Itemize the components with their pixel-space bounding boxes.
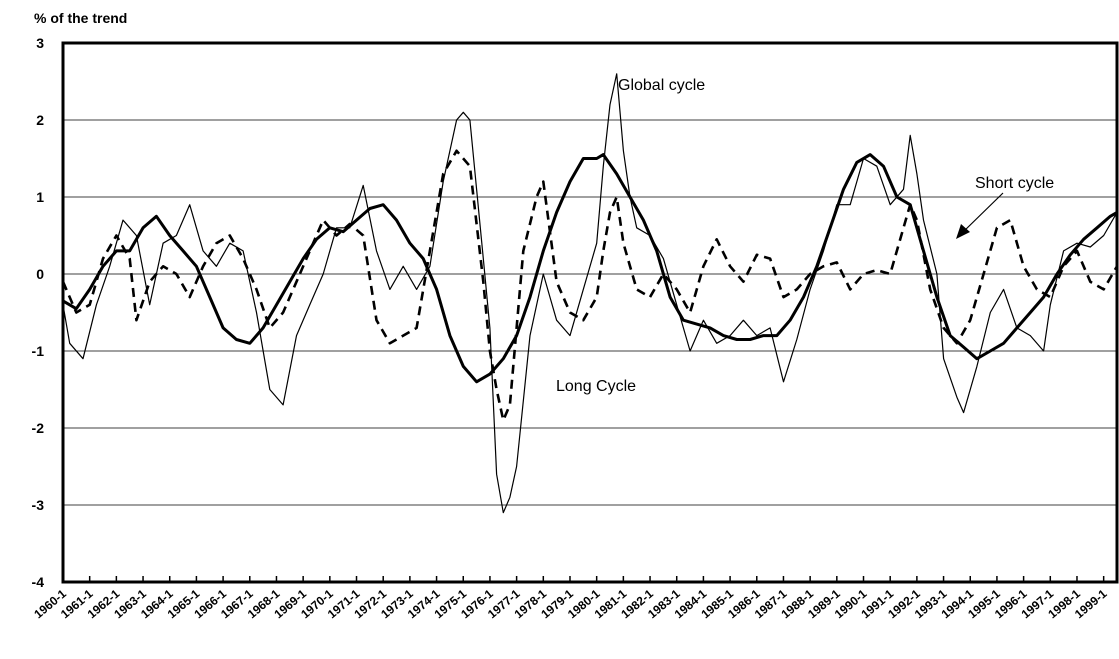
y-tick-label: 0 [36,266,44,282]
short-cycle-line [61,149,1119,422]
y-tick-label: -3 [32,497,45,513]
y-tick-label: -1 [32,343,45,359]
y-tick-label: -4 [32,574,45,590]
annotation-arrow [961,192,1004,234]
annotation-global-cycle: Global cycle [618,77,705,94]
plot-frame [61,41,1119,584]
arrow-head-icon [956,224,970,239]
y-tick-label: -2 [32,420,45,436]
y-tick-label: 2 [36,112,44,128]
long-cycle-line [62,153,1118,384]
y-axis-title: % of the trend [34,10,128,26]
y-tick-label: 3 [36,35,44,51]
global-cycle-line [62,73,1118,514]
y-tick-label: 1 [36,189,44,205]
annotation-long-cycle: Long Cycle [556,378,636,395]
annotation-short-cycle: Short cycle [975,175,1054,192]
